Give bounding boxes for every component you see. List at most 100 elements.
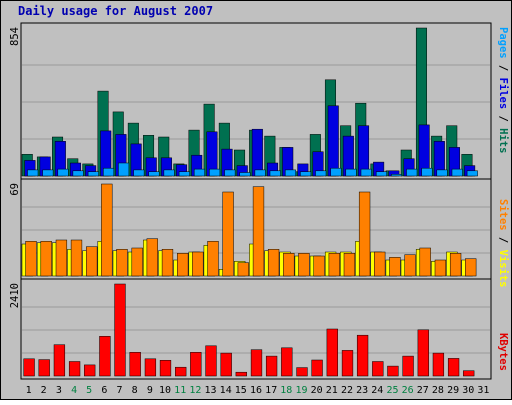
bar-sites-day-undefined <box>389 257 401 277</box>
day-label-17: 17 <box>265 385 277 396</box>
day-label-31: 31 <box>477 385 489 396</box>
bar-sites-day-undefined <box>86 246 98 277</box>
bar-kbytes-day-undefined <box>205 345 217 377</box>
bar-sites-day-undefined <box>146 238 158 277</box>
bar-sites-day-undefined <box>374 251 386 277</box>
bar-sites-day-undefined <box>404 254 416 277</box>
day-label-16: 16 <box>250 385 262 396</box>
bar-kbytes-day-undefined <box>447 358 460 377</box>
day-label-4: 4 <box>71 385 77 396</box>
bar-sites-day-undefined <box>313 255 325 277</box>
bar-pages-day-18 <box>284 169 296 177</box>
bar-sites-day-undefined <box>252 186 265 277</box>
bar-kbytes-day-undefined <box>235 371 247 377</box>
day-label-1: 1 <box>26 385 32 396</box>
bar-files-day-23 <box>358 125 370 177</box>
panel-3-legend: KBytes <box>497 333 509 371</box>
bar-kbytes-day-undefined <box>114 283 126 377</box>
day-label-24: 24 <box>371 385 383 396</box>
bar-kbytes-day-undefined <box>356 334 369 377</box>
bar-kbytes-day-undefined <box>265 355 278 377</box>
bar-sites-day-undefined <box>177 253 189 277</box>
bar-kbytes-day-undefined <box>23 358 35 377</box>
bar-sites-day-undefined <box>25 241 37 277</box>
day-label-20: 20 <box>311 385 323 396</box>
bar-kbytes-day-undefined <box>463 370 475 377</box>
bar-kbytes-day-undefined <box>190 352 202 377</box>
legend-sep-3: / <box>497 231 509 250</box>
bar-pages-day-27 <box>421 167 433 177</box>
day-label-3: 3 <box>56 385 62 396</box>
bar-pages-day-29 <box>451 168 463 177</box>
bar-files-day-16 <box>251 128 263 177</box>
day-label-5: 5 <box>86 385 92 396</box>
bar-pages-day-5 <box>87 171 99 177</box>
bar-kbytes-day-undefined <box>281 347 293 377</box>
panel-3-ymax-label: 2410 <box>9 283 21 308</box>
bar-pages-day-25 <box>391 174 403 177</box>
bar-pages-day-10 <box>163 169 175 177</box>
day-label-2: 2 <box>41 385 47 396</box>
bar-sites-day-undefined <box>101 183 113 277</box>
bar-pages-day-16 <box>254 169 266 177</box>
bar-pages-day-4 <box>72 170 84 177</box>
day-label-7: 7 <box>116 385 122 396</box>
chart-title: Daily usage for August 2007 <box>18 4 213 18</box>
legend-sep-1: / <box>497 59 509 78</box>
bar-sites-day-undefined <box>358 191 371 277</box>
legend-visits: Visits <box>497 250 509 288</box>
bar-sites-day-undefined <box>267 249 280 277</box>
day-label-28: 28 <box>432 385 444 396</box>
bar-pages-day-3 <box>57 168 69 177</box>
bar-pages-day-1 <box>27 169 39 177</box>
bar-kbytes-day-undefined <box>144 358 157 377</box>
bar-pages-day-23 <box>360 168 372 177</box>
day-label-13: 13 <box>204 385 216 396</box>
bar-kbytes-day-undefined <box>53 344 66 377</box>
bar-sites-day-undefined <box>283 253 295 277</box>
day-label-25: 25 <box>386 385 398 396</box>
day-label-26: 26 <box>402 385 414 396</box>
bar-pages-day-11 <box>178 171 190 177</box>
legend-hits: Hits <box>497 128 509 153</box>
bar-kbytes-day-undefined <box>372 361 384 377</box>
day-labels: 1 2 3 4 5 6 7 8 9 10 11 12 13 14 15 16 17 18 19 20 21 22 23 24 2… <box>26 385 490 396</box>
bar-pages-day-22 <box>345 168 357 177</box>
bar-sites-day-undefined <box>207 241 219 277</box>
day-label-10: 10 <box>159 385 171 396</box>
bars-layer <box>21 27 478 377</box>
day-label-29: 29 <box>447 385 459 396</box>
day-label-11: 11 <box>174 385 186 396</box>
bar-sites-day-undefined <box>161 249 174 277</box>
bar-pages-day-26 <box>406 168 418 177</box>
panel-1-ymax-label: 854 <box>9 27 21 46</box>
bar-sites-day-undefined <box>465 258 477 277</box>
legend-sep-2: / <box>497 109 509 128</box>
bar-kbytes-day-undefined <box>175 366 187 377</box>
bar-pages-day-9 <box>148 171 160 177</box>
day-label-21: 21 <box>326 385 338 396</box>
bar-kbytes-day-undefined <box>129 352 141 377</box>
bar-sites-day-undefined <box>192 251 204 277</box>
bar-pages-day-21 <box>330 167 342 177</box>
bar-kbytes-day-undefined <box>311 359 323 377</box>
bar-sites-day-undefined <box>222 191 234 277</box>
bar-kbytes-day-undefined <box>417 329 429 377</box>
day-label-30: 30 <box>462 385 474 396</box>
bar-sites-day-undefined <box>343 253 356 277</box>
bar-kbytes-day-undefined <box>220 352 232 377</box>
bar-kbytes-day-undefined <box>159 360 172 377</box>
bar-pages-day-30 <box>466 170 478 177</box>
bar-kbytes-day-undefined <box>387 365 399 377</box>
bar-pages-day-7 <box>118 162 130 177</box>
bar-pages-day-19 <box>300 171 312 177</box>
bar-kbytes-day-undefined <box>99 336 111 377</box>
day-label-18: 18 <box>280 385 292 396</box>
bar-pages-day-8 <box>133 169 145 177</box>
legend-files: Files <box>497 78 509 110</box>
day-label-19: 19 <box>295 385 307 396</box>
bar-kbytes-day-undefined <box>341 350 354 377</box>
day-label-8: 8 <box>132 385 138 396</box>
bar-files-day-21 <box>327 105 339 177</box>
legend-kbytes: KBytes <box>497 333 509 371</box>
